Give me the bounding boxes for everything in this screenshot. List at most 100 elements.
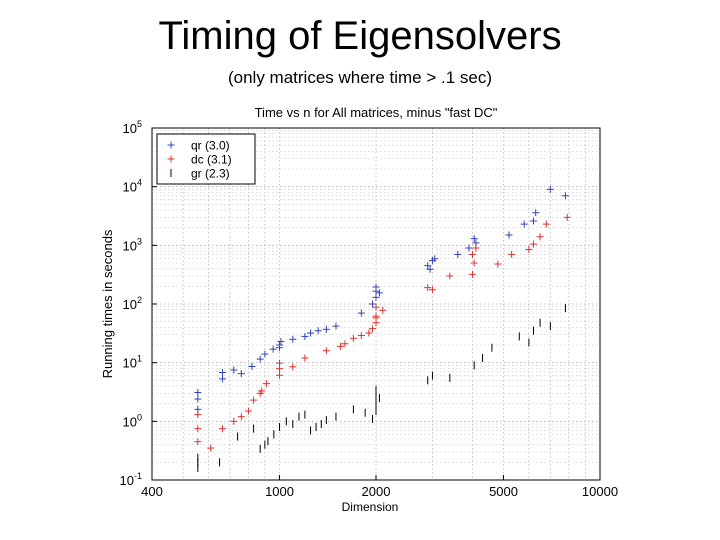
y-tick-label: 101: [123, 354, 142, 371]
data-point: [546, 185, 554, 193]
data-point: [520, 220, 528, 228]
data-point: [525, 245, 533, 253]
data-point: [508, 250, 516, 258]
data-point: [332, 322, 340, 330]
data-point: [194, 411, 202, 419]
data-point: [428, 286, 436, 294]
data-point: [248, 363, 256, 371]
data-point: [424, 284, 432, 292]
data-point: [563, 213, 571, 221]
x-tick-label: 400: [141, 484, 163, 499]
data-point: [258, 387, 266, 395]
data-point: [372, 293, 380, 301]
y-tick-label: 105: [123, 119, 142, 136]
series-2: [197, 304, 566, 473]
legend-label: dc (3.1): [191, 153, 232, 167]
legend-label: qr (3.0): [191, 139, 230, 153]
data-point: [194, 438, 202, 446]
data-point: [472, 244, 480, 252]
data-point: [289, 363, 297, 371]
data-point: [194, 389, 202, 397]
data-point: [505, 231, 513, 239]
y-tick-label: 100: [123, 412, 142, 429]
data-point: [529, 217, 537, 225]
data-point: [536, 233, 544, 241]
chart-title: Time vs n for All matrices, minus "fast …: [255, 105, 498, 120]
data-point: [276, 341, 284, 349]
data-point: [424, 262, 432, 270]
data-point: [357, 332, 365, 340]
y-tick-label: 103: [123, 236, 142, 253]
data-point: [375, 289, 383, 297]
data-point: [194, 395, 202, 403]
data-point: [446, 272, 454, 280]
axis-ticks: 400 1000 2000 5000 10000 10-1 100 101 102 103 104 1…: [120, 119, 619, 499]
y-tick-label: 104: [123, 178, 142, 195]
data-point: [357, 309, 365, 317]
data-point: [322, 347, 330, 355]
slide-title: Timing of Eigensolvers: [158, 14, 562, 58]
data-point: [219, 368, 227, 376]
data-point: [426, 265, 434, 273]
y-tick-label: 10-1: [120, 471, 142, 488]
legend-marker: [167, 155, 175, 163]
data-point: [219, 375, 227, 383]
data-point: [276, 359, 284, 367]
data-point: [262, 380, 270, 388]
data-point: [431, 255, 439, 263]
x-tick-label: 2000: [362, 484, 391, 499]
data-point: [307, 329, 315, 337]
x-tick-label: 1000: [265, 484, 294, 499]
data-point: [219, 425, 227, 433]
legend-label: gr (2.3): [191, 167, 230, 181]
data-point: [368, 300, 376, 308]
legend: qr (3.0)dc (3.1)gr (2.3): [156, 133, 256, 185]
data-point: [372, 283, 380, 291]
data-point: [237, 370, 245, 378]
data-point: [256, 355, 264, 363]
y-tick-label: 102: [123, 295, 142, 312]
data-point: [365, 329, 373, 337]
data-point: [244, 407, 252, 415]
x-axis-label: Dimension: [342, 500, 399, 514]
data-point: [465, 244, 473, 252]
data-series: [194, 185, 571, 473]
data-point: [532, 209, 540, 217]
data-point: [372, 303, 380, 311]
data-point: [470, 259, 478, 267]
data-point: [468, 250, 476, 258]
data-point: [494, 260, 502, 268]
y-axis-label: Running times in seconds: [100, 229, 115, 378]
x-tick-label: 10000: [582, 484, 618, 499]
data-point: [230, 417, 238, 425]
data-point: [379, 306, 387, 314]
data-point: [237, 413, 245, 421]
data-point: [230, 366, 238, 374]
data-point: [250, 396, 258, 404]
data-point: [542, 220, 550, 228]
x-tick-label: 5000: [489, 484, 518, 499]
data-point: [529, 240, 537, 248]
data-point: [341, 340, 349, 348]
series-1: [194, 213, 571, 452]
data-point: [276, 371, 284, 379]
plot-frame: [151, 127, 601, 481]
data-point: [468, 270, 476, 278]
legend-marker: [167, 141, 175, 149]
data-point: [261, 350, 269, 358]
data-point: [207, 444, 215, 452]
data-point: [454, 250, 462, 258]
data-point: [314, 327, 322, 335]
data-point: [470, 235, 478, 243]
slide-subtitle: (only matrices where time > .1 sec): [227, 68, 493, 87]
data-point: [322, 325, 330, 333]
data-point: [337, 342, 345, 350]
series-0: [194, 185, 569, 413]
data-point: [301, 332, 309, 340]
data-point: [269, 345, 277, 353]
data-point: [194, 425, 202, 433]
data-point: [372, 312, 380, 320]
data-point: [277, 337, 285, 345]
data-point: [561, 192, 569, 200]
